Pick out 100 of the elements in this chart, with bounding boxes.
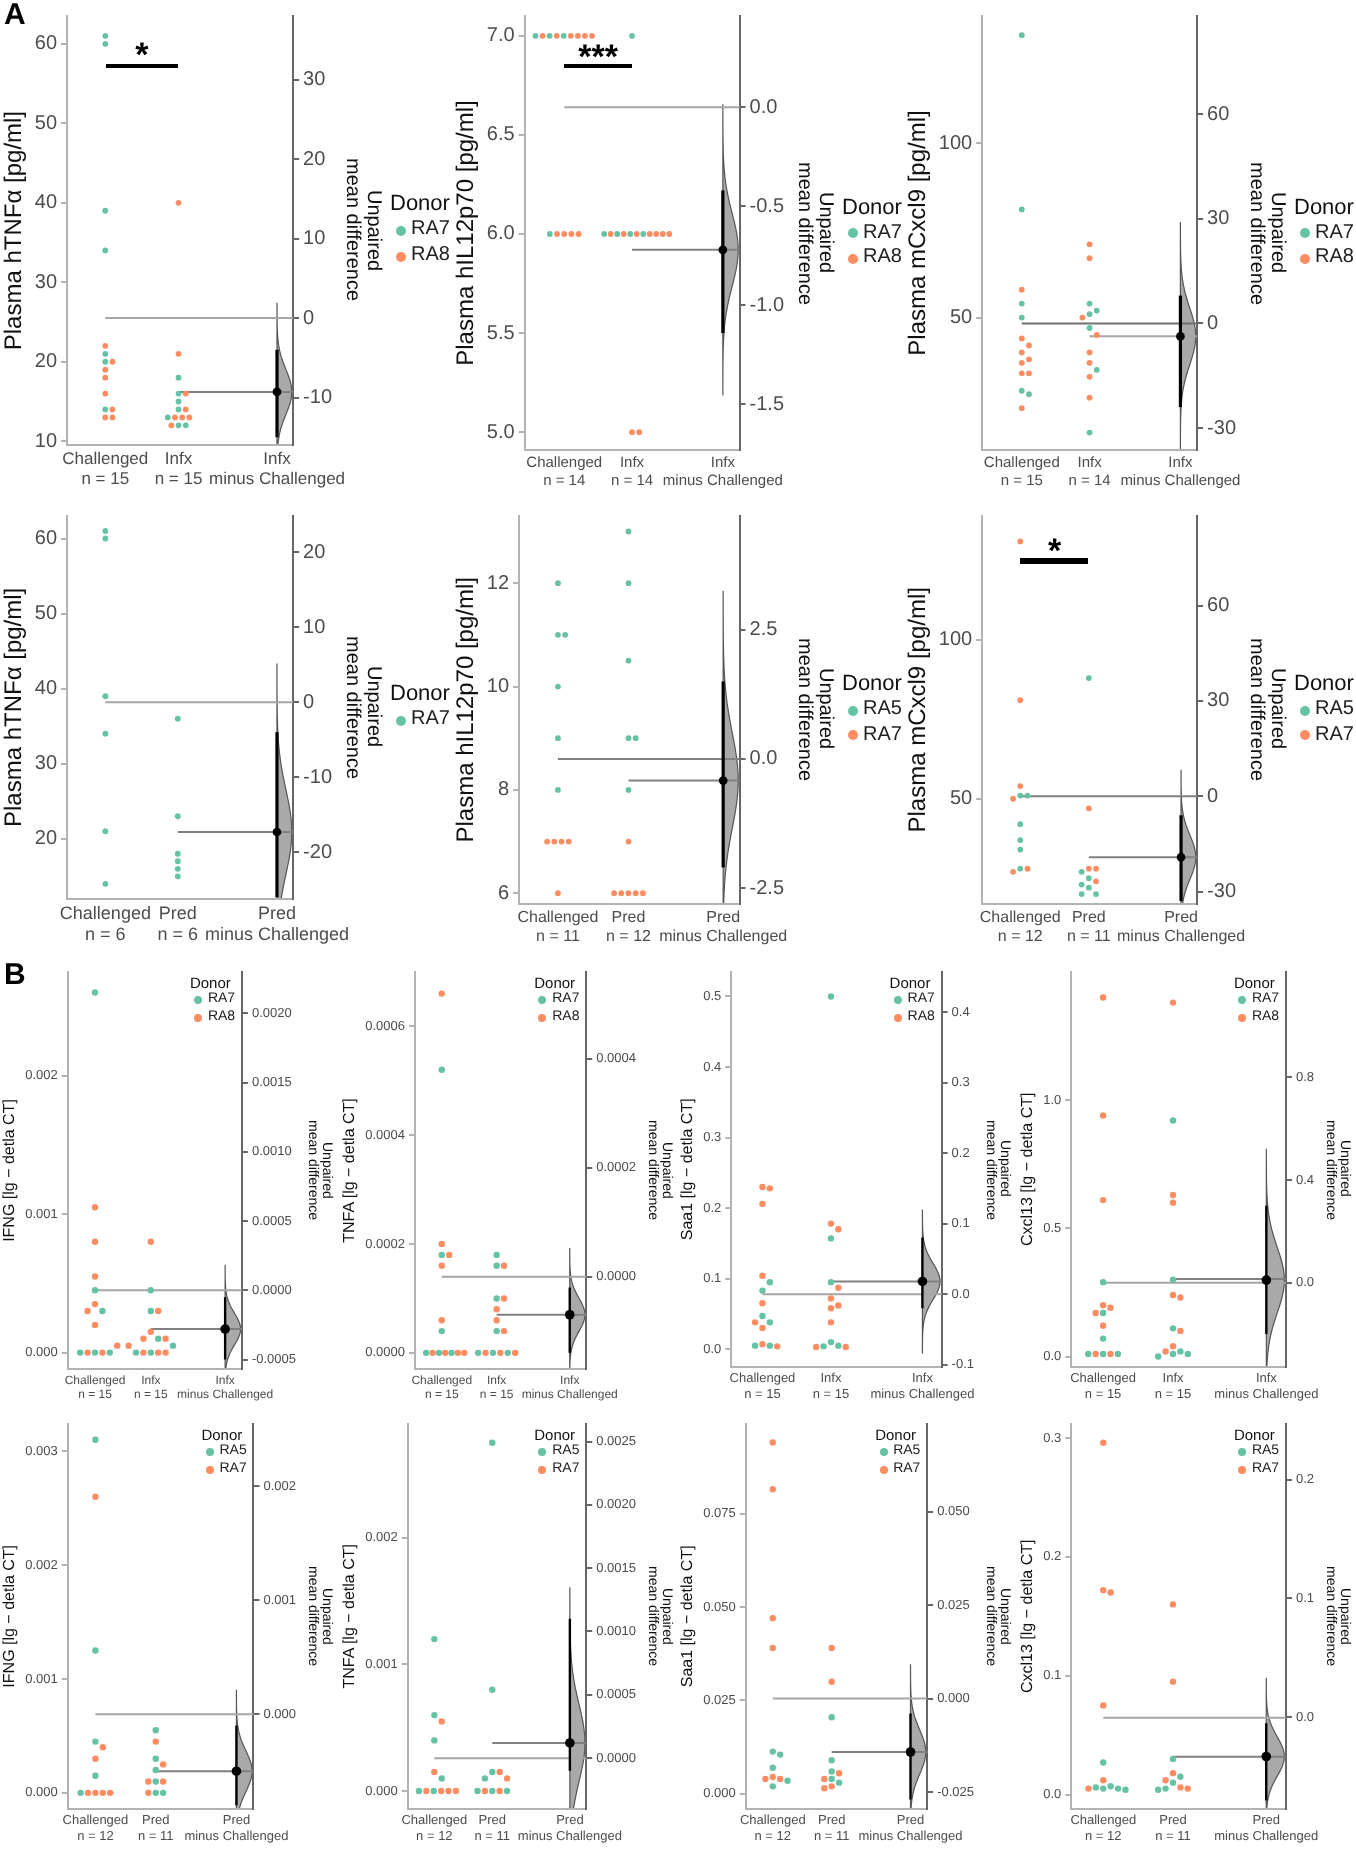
legend-label: RA8	[863, 246, 902, 272]
y-tick-label: 20	[34, 828, 58, 851]
y2-tick-label: 60	[1207, 103, 1231, 126]
y-axis-title: IFNG [lg − detla CT]	[0, 1544, 19, 1688]
annotation: *	[1045, 532, 1064, 571]
chart-title: A	[4, 0, 26, 32]
y-axis-title: Plasma hIL12p70 [pg/ml]	[451, 577, 480, 843]
legend-title: Donor	[842, 671, 902, 699]
legend-label: RA5	[1315, 698, 1354, 724]
legend-label: RA5	[863, 698, 902, 724]
x-tick-label: Pred n = 11	[1066, 907, 1112, 945]
y2-axis-title: Unpaired mean difference	[1244, 637, 1288, 781]
legend-label: RA7	[411, 218, 450, 244]
legend-label: RA7	[1315, 221, 1354, 247]
legend-label: RA7	[863, 221, 902, 247]
y-tick-label: 60	[34, 528, 58, 551]
y-tick-label: 8	[497, 779, 510, 802]
y-axis-title: TNFA [lg − detla CT]	[340, 1098, 359, 1243]
y-tick-label: 40	[34, 192, 58, 215]
y2-tick-label: -0.5	[749, 195, 785, 218]
legend-label: RA7	[1315, 723, 1354, 749]
y2-tick-label: 0.0	[749, 96, 779, 119]
chart-title: B	[4, 958, 26, 992]
y-tick-label: 10	[486, 676, 510, 699]
y-tick-label: 50	[949, 307, 974, 330]
y-axis-title: Plasma mCxcl9 [pg/ml]	[903, 110, 932, 356]
y-axis-title: Plasma hTNFα [pg/ml]	[0, 110, 28, 351]
x-tick-label: Pred minus Challenged	[659, 907, 788, 945]
y-tick-label: 50	[34, 112, 58, 135]
x-tick-label: Challenged n = 15	[62, 448, 149, 489]
y-axis-title: Cxcl13 [lg − detla CT]	[1018, 1539, 1037, 1693]
legend-title: Donor	[1294, 671, 1354, 699]
y2-tick-label: 60	[1207, 595, 1231, 618]
y2-tick-label: 30	[303, 69, 327, 92]
y2-tick-label: 20	[303, 541, 327, 564]
y-tick-label: 6.5	[486, 124, 516, 147]
y2-axis-title: Unpaired mean difference	[1244, 161, 1288, 305]
y2-tick-label: 0	[1207, 312, 1220, 335]
legend-label: RA7	[411, 707, 450, 733]
x-tick-label: Pred n = 12	[606, 907, 653, 945]
y2-tick-label: -1.0	[749, 294, 785, 317]
y-tick-label: 100	[938, 132, 974, 155]
y2-axis-title: Unpaired mean difference	[340, 635, 384, 779]
x-tick-label: Pred minus Challenged	[1117, 907, 1246, 945]
y2-tick-label: 0	[303, 307, 316, 330]
y2-tick-label: -1.5	[749, 393, 785, 416]
y-tick-label: 12	[486, 572, 510, 595]
y-tick-label: 40	[34, 678, 58, 701]
y2-tick-label: 30	[1207, 208, 1231, 231]
y2-tick-label: -30	[1207, 417, 1237, 440]
y-axis-title: Saa1 [lg − detla CT]	[678, 1545, 697, 1688]
y2-tick-label: 10	[303, 228, 327, 251]
y2-axis-title: Unpaired mean difference	[792, 637, 836, 781]
y-tick-label: 100	[938, 629, 974, 652]
y2-tick-label: -30	[1207, 881, 1237, 904]
y2-tick-label: -20	[303, 841, 333, 864]
y-tick-label: 50	[34, 603, 58, 626]
legend-label: RA8	[1315, 246, 1354, 272]
y2-tick-label: -2.5	[749, 877, 785, 900]
y-axis-title: Saa1 [lg − detla CT]	[678, 1098, 697, 1241]
y2-axis-title: Unpaired mean difference	[792, 161, 836, 305]
y-axis-title: Plasma hIL12p70 [pg/ml]	[451, 100, 480, 366]
y2-tick-label: 0	[303, 691, 316, 714]
y-tick-label: 30	[34, 753, 58, 776]
x-tick-label: Infx n = 15	[154, 448, 203, 489]
y-tick-label: 6.0	[486, 223, 516, 246]
y-axis-title: Plasma hTNFα [pg/ml]	[0, 587, 28, 828]
x-tick-label: Challenged n = 11	[517, 907, 599, 945]
y-axis-title: TNFA [lg − detla CT]	[340, 1544, 359, 1689]
y2-tick-label: 0.0	[749, 748, 779, 771]
legend-label: RA8	[411, 243, 450, 269]
legend-title: Donor	[390, 192, 450, 219]
y2-tick-label: 0	[1207, 785, 1220, 808]
x-tick-label: Challenged n = 12	[979, 907, 1061, 945]
y-tick-label: 5.0	[486, 421, 516, 444]
y-tick-label: 20	[34, 351, 58, 374]
x-tick-label: Pred minus Challenged	[204, 902, 349, 945]
x-tick-label: Infx minus Challenged	[208, 448, 346, 489]
y-axis-title: Plasma mCxcl9 [pg/ml]	[903, 587, 932, 833]
x-tick-label: Pred n = 6	[157, 902, 199, 945]
legend-title: Donor	[1294, 195, 1354, 222]
annotation: *	[133, 36, 151, 75]
y2-tick-label: 10	[303, 616, 327, 639]
legend-label: RA7	[863, 723, 902, 749]
y-tick-label: 10	[34, 430, 58, 453]
y-tick-label: 30	[34, 271, 58, 294]
legend-title: Donor	[842, 195, 902, 222]
legend-title: Donor	[390, 681, 450, 708]
y2-axis-title: Unpaired mean difference	[340, 158, 384, 302]
y2-tick-label: -10	[303, 766, 333, 789]
y2-tick-label: 2.5	[749, 619, 779, 642]
y-axis-title: Cxcl13 [lg − detla CT]	[1018, 1092, 1037, 1246]
y-tick-label: 6	[497, 882, 510, 905]
y-tick-label: 7.0	[486, 25, 516, 48]
y2-tick-label: 20	[303, 148, 327, 171]
x-tick-label: Challenged n = 6	[59, 902, 151, 945]
y-tick-label: 5.5	[486, 322, 516, 345]
y2-tick-label: -10	[303, 387, 333, 410]
y-tick-label: 50	[949, 788, 974, 811]
y-axis-title: IFNG [lg − detla CT]	[0, 1099, 19, 1242]
